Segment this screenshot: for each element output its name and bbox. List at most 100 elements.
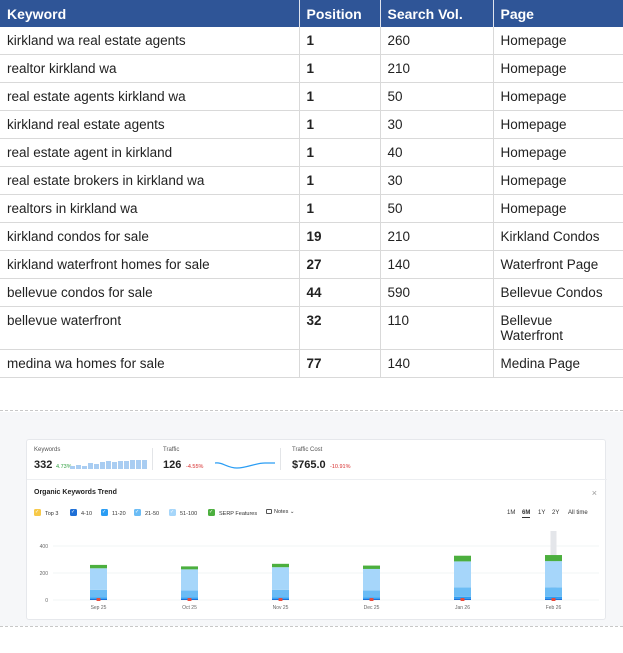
range-6m[interactable]: 6M xyxy=(522,510,531,518)
search-volume-cell: 590 xyxy=(380,278,494,307)
page-cell: Homepage xyxy=(493,54,623,83)
table-row: bellevue condos for sale 44 590 Bellevue Co… xyxy=(0,278,623,307)
search-volume-cell: 140 xyxy=(380,349,494,378)
bar-segment-51-100 xyxy=(363,568,380,591)
header-keyword: Keyword xyxy=(0,0,300,27)
notes-label: Notes ⌄ xyxy=(274,509,295,515)
header-position: Position xyxy=(299,0,381,27)
event-marker xyxy=(460,598,465,601)
legend-4-10-checkbox[interactable]: 4-10 xyxy=(70,508,92,518)
table-row: realtors in kirkland wa 1 50 Homepage xyxy=(0,194,623,223)
keyword-cell: bellevue waterfront xyxy=(0,306,300,350)
table-row: kirkland real estate agents 1 30 Homepage xyxy=(0,110,623,139)
keywords-metric[interactable]: Keywords 332 4.73% xyxy=(34,447,147,471)
search-volume-cell: 50 xyxy=(380,82,494,111)
page-cell: Homepage xyxy=(493,82,623,111)
keyword-cell: kirkland condos for sale xyxy=(0,222,300,251)
bar-segment-51-100 xyxy=(181,569,198,591)
search-volume-cell: 30 xyxy=(380,166,494,195)
search-volume-cell: 140 xyxy=(380,250,494,279)
legend-label: 21-50 xyxy=(145,511,160,517)
traffic-label: Traffic xyxy=(163,447,180,453)
legend-11-20-checkbox[interactable]: 11-20 xyxy=(101,508,126,518)
range-1m[interactable]: 1M xyxy=(507,510,516,516)
position-cell: 1 xyxy=(299,194,381,223)
checkbox-icon xyxy=(169,508,176,516)
traffic-metric[interactable]: Traffic 126 -4.55% xyxy=(163,447,275,471)
page-cell: Bellevue Waterfront xyxy=(493,306,623,350)
traffic-cost-metric[interactable]: Traffic Cost $765.0 -10.91% xyxy=(292,447,351,471)
table-row: real estate brokers in kirkland wa 1 30 Hom… xyxy=(0,166,623,195)
legend-label: SERP Features xyxy=(219,511,258,517)
table-row: real estate agents kirkland wa 1 50 Homepag… xyxy=(0,82,623,111)
page-cell: Waterfront Page xyxy=(493,250,623,279)
traffic-sparkline xyxy=(215,462,275,469)
range-1y[interactable]: 1Y xyxy=(538,510,546,516)
organic-keywords-trend-chart: 400 200 0 Sep 25 Oct 25 Nov 25 Dec 25 Jan 26 Feb… xyxy=(40,531,599,611)
spark-bar xyxy=(112,462,117,469)
spark-bar xyxy=(130,460,135,469)
metric-divider xyxy=(280,448,281,470)
spark-bar xyxy=(118,461,123,469)
notes-dropdown[interactable]: Notes ⌄ xyxy=(266,509,295,515)
bar-segment-21-50 xyxy=(90,589,107,598)
keyword-cell: kirkland waterfront homes for sale xyxy=(0,250,300,279)
traffic-cost-change: -10.91% xyxy=(330,464,351,470)
bar-segment-11-20 xyxy=(545,596,562,599)
checkbox-icon xyxy=(34,508,41,516)
event-marker xyxy=(187,598,192,601)
bar-segment-serp-features xyxy=(90,564,107,569)
position-cell: 1 xyxy=(299,110,381,139)
y-tick-label: 400 xyxy=(40,544,49,550)
position-cell: 1 xyxy=(299,54,381,83)
legend-top3-checkbox[interactable]: Top 3 xyxy=(34,508,58,518)
event-marker xyxy=(369,598,374,601)
page-cell: Homepage xyxy=(493,166,623,195)
keyword-cell: real estate agents kirkland wa xyxy=(0,82,300,111)
legend-51-100-checkbox[interactable]: 51-100 xyxy=(169,508,197,518)
traffic-change: -4.55% xyxy=(186,464,204,470)
bar-segment-serp-features xyxy=(454,555,471,562)
bar-segment-11-20 xyxy=(454,596,471,599)
spark-bar xyxy=(88,463,93,469)
page-cell: Bellevue Condos xyxy=(493,278,623,307)
keyword-cell: bellevue condos for sale xyxy=(0,278,300,307)
range-all-time[interactable]: All time xyxy=(568,510,588,516)
dashed-separator-bottom xyxy=(0,626,623,627)
position-cell: 1 xyxy=(299,82,381,111)
legend-label: 11-20 xyxy=(112,511,126,517)
keyword-cell: medina wa homes for sale xyxy=(0,349,300,378)
bar-segment-51-100 xyxy=(454,561,471,588)
x-tick-label: Jan 26 xyxy=(455,605,470,611)
page-cell: Homepage xyxy=(493,27,623,55)
range-2y[interactable]: 2Y xyxy=(552,510,560,516)
event-marker xyxy=(551,598,556,601)
spark-bar xyxy=(82,466,87,469)
spark-bar xyxy=(76,465,81,469)
keyword-cell: realtors in kirkland wa xyxy=(0,194,300,223)
bar-segment-21-50 xyxy=(181,590,198,598)
table-row: bellevue waterfront 32 110 Bellevue Waterfr… xyxy=(0,306,623,350)
legend-serp-features-checkbox[interactable]: SERP Features xyxy=(208,508,258,518)
header-page: Page xyxy=(493,0,623,27)
page-cell: Homepage xyxy=(493,194,623,223)
keyword-cell: kirkland wa real estate agents xyxy=(0,27,300,55)
keyword-cell: real estate brokers in kirkland wa xyxy=(0,166,300,195)
spark-bar xyxy=(100,462,105,469)
spark-bar xyxy=(106,461,111,469)
page-cell: Homepage xyxy=(493,138,623,167)
event-marker xyxy=(96,598,101,601)
x-tick-label: Nov 25 xyxy=(273,605,289,611)
legend-21-50-checkbox[interactable]: 21-50 xyxy=(134,508,160,518)
bar-segment-21-50 xyxy=(545,587,562,597)
position-cell: 1 xyxy=(299,138,381,167)
y-tick-label: 200 xyxy=(40,571,49,577)
search-volume-cell: 210 xyxy=(380,222,494,251)
search-volume-cell: 260 xyxy=(380,27,494,55)
spark-bar xyxy=(136,460,141,469)
table-header-row: Keyword Position Search Vol. Page xyxy=(0,0,623,27)
position-cell: 27 xyxy=(299,250,381,279)
close-icon[interactable]: × xyxy=(591,488,597,498)
table-row: realtor kirkland wa 1 210 Homepage xyxy=(0,54,623,83)
traffic-cost-value: $765.0 xyxy=(292,459,326,471)
